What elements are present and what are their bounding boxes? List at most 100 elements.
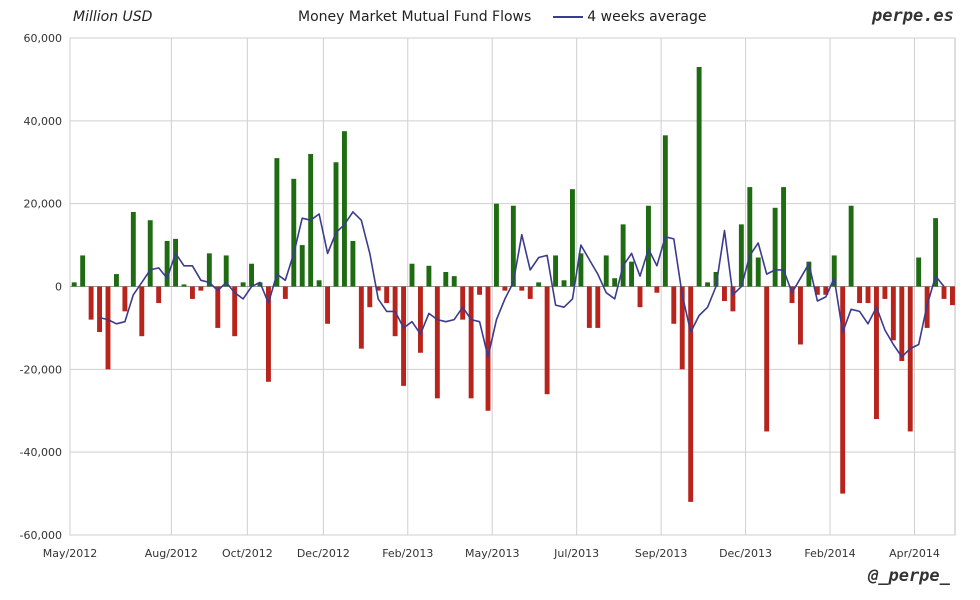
flow-bar: [620, 224, 626, 287]
flow-bar: [857, 286, 863, 304]
flow-bar: [156, 286, 162, 304]
flow-bar: [688, 286, 694, 502]
flow-bar: [646, 205, 651, 287]
flow-bar: [206, 253, 212, 287]
flow-bar: [223, 255, 229, 287]
flow-bar: [426, 265, 432, 287]
flow-bar: [814, 286, 820, 295]
y-tick-label: 0: [55, 281, 62, 294]
flow-bar: [358, 286, 364, 349]
flow-bar: [730, 286, 736, 312]
y-tick-label: -20,000: [20, 363, 62, 376]
flow-bar: [570, 189, 575, 287]
flow-bar: [738, 224, 744, 287]
y-tick-label: -40,000: [20, 446, 62, 459]
flow-bar: [266, 286, 271, 382]
x-tick-label: Dec/2013: [719, 547, 772, 560]
flow-bar: [789, 286, 795, 304]
flow-bar: [71, 282, 77, 287]
flow-bar: [434, 286, 440, 399]
flow-bar: [240, 282, 246, 287]
flow-bar: [316, 280, 322, 287]
flow-bar: [122, 286, 128, 312]
flow-bar: [764, 286, 770, 432]
flow-bar: [907, 286, 913, 432]
legend-average-label: 4 weeks average: [587, 9, 707, 25]
flow-bar: [654, 286, 660, 293]
x-tick-label: Aug/2012: [145, 547, 198, 560]
flow-bar: [325, 286, 331, 324]
flow-bar: [553, 255, 559, 287]
chart-legend: Money Market Mutual Fund Flows 4 weeks a…: [298, 9, 707, 25]
flow-bar: [198, 286, 204, 291]
x-tick-label: May/2012: [43, 547, 97, 560]
flow-bar: [705, 282, 711, 287]
y-tick-label: 60,000: [24, 32, 63, 45]
flow-bar: [865, 286, 871, 304]
flow-bar: [637, 286, 643, 308]
flow-bar: [679, 286, 685, 370]
flow-bar: [350, 240, 356, 287]
flow-bar: [527, 286, 533, 299]
flow-bar: [249, 263, 255, 287]
flow-bar: [890, 286, 896, 341]
x-tick-label: Dec/2012: [297, 547, 350, 560]
flow-bar: [105, 286, 111, 370]
flow-bar: [696, 66, 702, 287]
flow-bar: [97, 286, 103, 333]
chart-title: Money Market Mutual Fund Flows: [298, 9, 532, 25]
flow-bar: [831, 255, 837, 287]
flow-bar: [502, 286, 508, 291]
y-tick-label: -60,000: [20, 529, 62, 542]
flow-bar: [139, 286, 145, 337]
flow-bar: [401, 286, 407, 386]
y-unit-label: Million USD: [73, 9, 153, 25]
flow-bar: [494, 203, 499, 287]
flow-bar: [88, 286, 94, 320]
flow-bar: [451, 276, 457, 287]
flow-bar: [941, 286, 947, 299]
flow-bar: [189, 286, 195, 299]
flow-bar: [173, 238, 179, 287]
flow-bar: [181, 284, 187, 287]
twitter-handle: @_perpe_: [868, 566, 950, 586]
flow-bar: [130, 211, 136, 287]
x-tick-label: Feb/2013: [382, 547, 433, 560]
flow-bar: [409, 263, 415, 287]
flow-bar: [519, 286, 525, 291]
flow-bar: [544, 286, 550, 395]
x-tick-label: Feb/2014: [804, 547, 855, 560]
flow-bar: [147, 220, 153, 287]
average-line: [99, 211, 945, 358]
flow-bar: [798, 286, 803, 345]
flow-bar: [747, 187, 753, 287]
x-tick-label: Oct/2012: [222, 547, 273, 560]
flow-bar: [662, 135, 668, 287]
flow-bar: [342, 131, 347, 287]
flow-bar: [274, 158, 280, 287]
x-tick-label: Jul/2013: [553, 547, 599, 560]
flow-bar: [899, 286, 905, 362]
flow-bar: [612, 278, 618, 287]
flow-bar: [882, 286, 888, 299]
y-tick-label: 40,000: [24, 115, 63, 128]
flow-bar: [772, 207, 778, 287]
flow-bar: [781, 187, 787, 287]
flow-bar: [443, 272, 449, 287]
flow-bar: [460, 286, 466, 320]
flow-bar: [586, 286, 592, 328]
flow-bar: [933, 218, 939, 287]
flow-bar: [823, 286, 829, 295]
flow-bar: [848, 205, 854, 287]
flow-bar: [874, 286, 879, 420]
flow-bar: [916, 257, 922, 287]
flow-bar: [215, 286, 221, 328]
flow-bar: [578, 253, 584, 287]
flow-bar: [375, 286, 381, 291]
flow-bar: [722, 286, 727, 301]
flow-bar: [561, 280, 567, 287]
flow-bar: [671, 286, 677, 324]
x-tick-label: Sep/2013: [635, 547, 687, 560]
flow-bar: [950, 286, 955, 306]
flow-bar: [485, 286, 491, 411]
